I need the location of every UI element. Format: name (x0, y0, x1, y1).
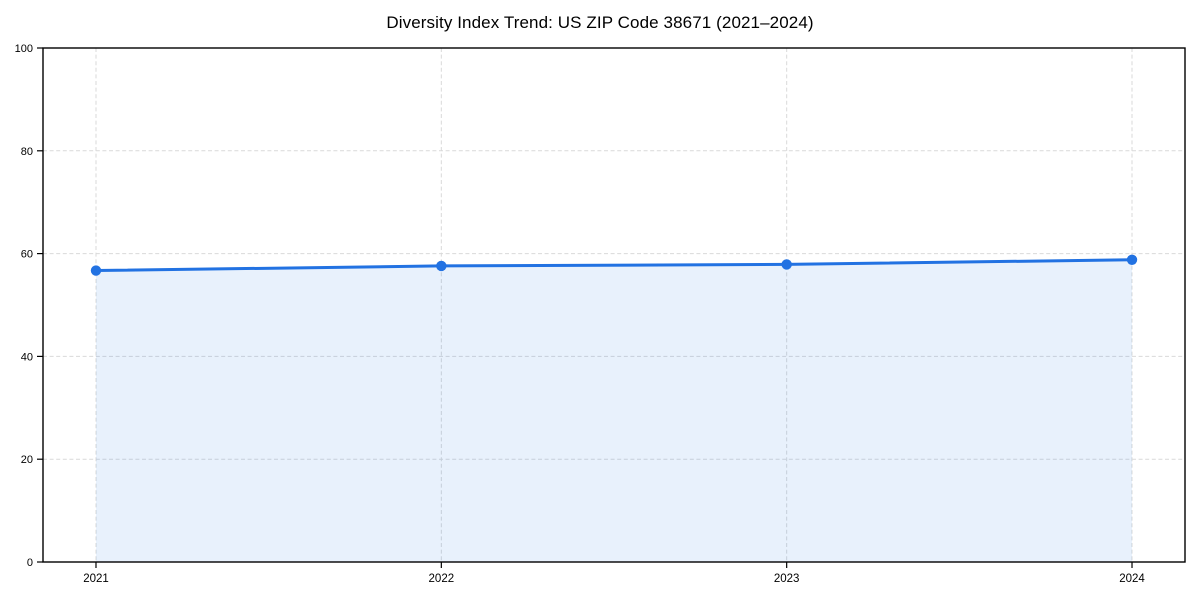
y-tick-label: 40 (21, 351, 33, 363)
y-tick-label: 20 (21, 454, 33, 466)
data-point-marker (436, 260, 447, 272)
data-point-marker (90, 265, 102, 276)
series-line (94, 258, 1134, 273)
y-tick-label: 60 (21, 249, 33, 261)
x-tick-label: 2023 (774, 573, 800, 585)
y-tick-label: 80 (21, 146, 33, 158)
x-tick-label: 2021 (83, 573, 109, 585)
x-tick-label: 2024 (1119, 573, 1145, 585)
data-point-marker (1126, 254, 1138, 265)
y-tick-label: 100 (15, 43, 33, 55)
data-point-marker (781, 259, 792, 270)
plot-border (42, 47, 1186, 563)
chart-title: Diversity Index Trend: US ZIP Code 38671… (386, 13, 814, 32)
x-tick-label: 2022 (429, 573, 455, 585)
y-tick-label: 0 (27, 557, 33, 569)
series-area-fill (95, 259, 1133, 562)
